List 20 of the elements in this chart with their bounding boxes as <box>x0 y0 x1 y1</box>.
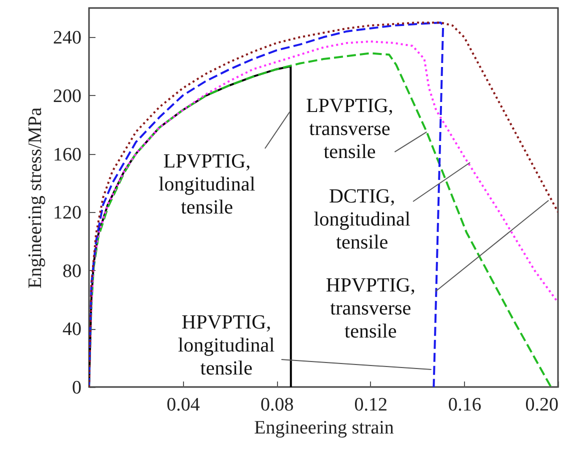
y-tick-label: 160 <box>53 144 82 166</box>
x-tick-label: 0.04 <box>166 394 200 416</box>
x-tick-label: 0.20 <box>525 394 558 416</box>
annotation: LPVPTIG, transverse tensile <box>306 94 394 163</box>
y-tick-label: 200 <box>53 86 82 107</box>
line-series <box>89 22 444 387</box>
x-tick-label: 0.16 <box>448 394 482 416</box>
y-tick-label: 240 <box>53 28 82 49</box>
annotation: DCTIG, longitudinal tensile <box>314 186 411 254</box>
annotation: HPVPTIG, transverse tensile <box>326 274 416 342</box>
y-tick-label: 40 <box>62 319 82 340</box>
x-tick-label: 0.12 <box>354 394 388 416</box>
y-axis-title: Engineering stress/MPa <box>25 106 46 289</box>
annotation: HPVPTIG, longitudinal tensile <box>178 312 276 380</box>
annotation: LPVPTIG, longitudinal tensile <box>158 150 256 218</box>
y-tick-label: 80 <box>62 260 82 282</box>
y-tick-label: 0 <box>72 378 82 398</box>
x-tick-label: 0.08 <box>260 394 294 416</box>
y-tick-label: 120 <box>53 202 82 224</box>
x-axis-title: Engineering strain <box>254 418 394 438</box>
